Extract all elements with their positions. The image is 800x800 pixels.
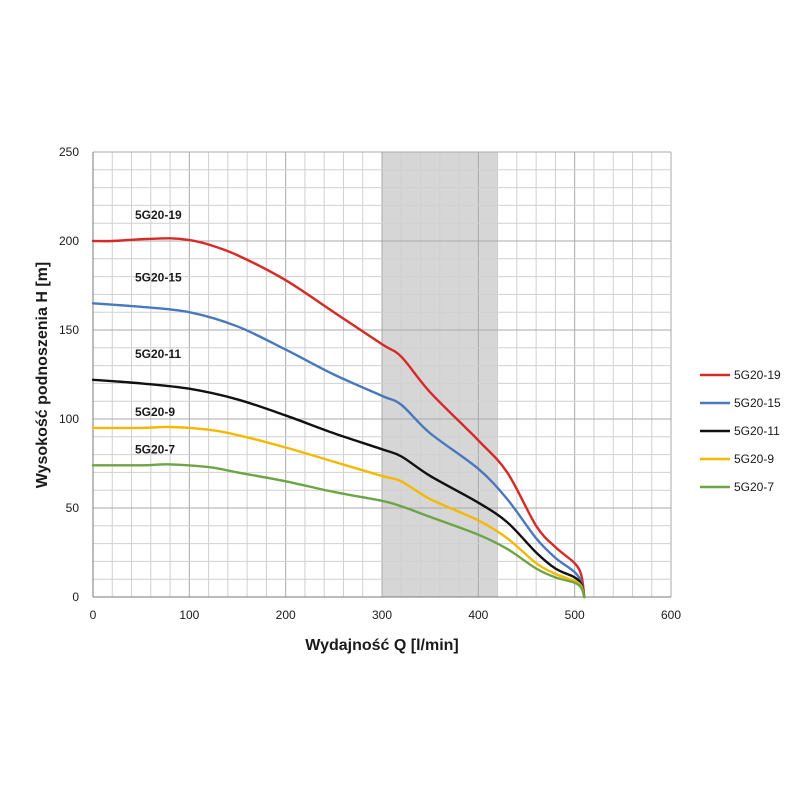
y-tick-label: 50 (66, 501, 80, 515)
x-tick-label: 500 (565, 608, 585, 622)
legend: 5G20-19 5G20-15 5G20-11 5G20-9 5G20-7 (700, 368, 781, 494)
y-tick-label: 200 (59, 234, 79, 248)
series-line-5g20-9 (91, 425, 586, 599)
series-layer (91, 237, 586, 599)
x-tick-label: 600 (661, 608, 681, 622)
y-axis-title: Wysokość podnoszenia H [m] (34, 262, 51, 488)
curve-label: 5G20-15 (135, 270, 182, 284)
curve-label: 5G20-7 (135, 442, 175, 456)
x-tick-label: 0 (90, 608, 97, 622)
curve-label: 5G20-9 (135, 405, 175, 419)
curve-label: 5G20-19 (135, 208, 182, 222)
legend-label: 5G20-19 (734, 368, 781, 382)
x-tick-label: 200 (276, 608, 296, 622)
x-tick-label: 100 (179, 608, 199, 622)
x-axis-title: Wydajność Q [l/min] (305, 637, 459, 654)
series-line-5g20-11 (91, 378, 586, 599)
series-line-5g20-19 (91, 237, 586, 599)
series-line-5g20-15 (91, 302, 586, 599)
y-tick-label: 0 (72, 590, 79, 604)
x-tick-label: 300 (372, 608, 392, 622)
y-tick-label: 100 (59, 412, 79, 426)
y-tick-label: 150 (59, 323, 79, 337)
x-tick-label: 400 (468, 608, 488, 622)
y-tick-label: 250 (59, 145, 79, 159)
legend-label: 5G20-15 (734, 396, 781, 410)
curve-labels-layer: 5G20-19 5G20-15 5G20-11 5G20-9 5G20-7 (135, 208, 182, 456)
legend-label: 5G20-9 (734, 452, 774, 466)
legend-label: 5G20-7 (734, 480, 774, 494)
legend-label: 5G20-11 (734, 424, 780, 438)
grid-layer (92, 151, 672, 598)
series-line-5g20-7 (91, 463, 586, 599)
axes-layer: 0 100 200 300 400 500 600 0 50 100 150 200 250 (59, 145, 681, 622)
curve-label: 5G20-11 (135, 347, 181, 361)
